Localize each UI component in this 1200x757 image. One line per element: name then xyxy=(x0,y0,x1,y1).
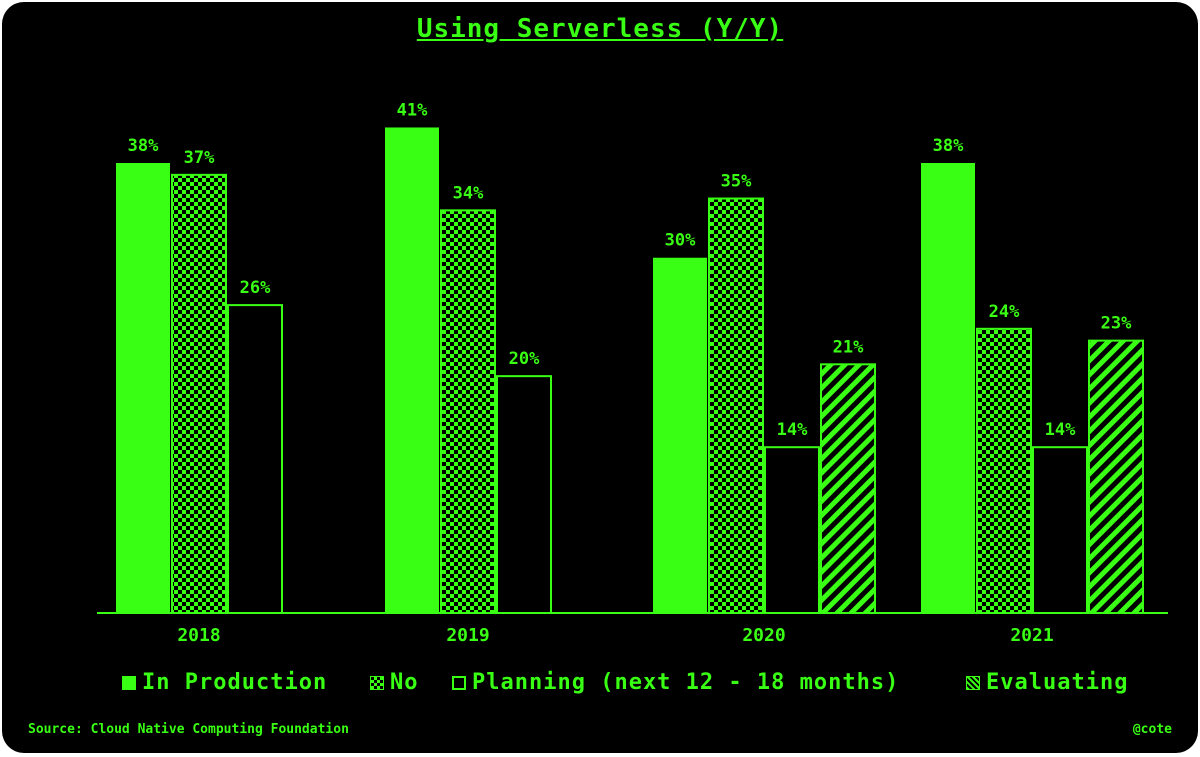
data-label-in-production-2019: 41% xyxy=(397,100,428,120)
legend-swatch-outline xyxy=(452,675,466,690)
bar-planning-2020 xyxy=(764,446,820,615)
bar-planning-2018 xyxy=(227,304,283,614)
legend-swatch-solid xyxy=(122,675,136,690)
source-note: Source: Cloud Native Computing Foundatio… xyxy=(28,722,349,737)
data-label-evaluating-2020: 21% xyxy=(833,337,864,357)
legend-label: No xyxy=(390,670,419,695)
data-label-no-2021: 24% xyxy=(989,302,1020,322)
data-label-no-2020: 35% xyxy=(721,172,752,192)
legend-label: Evaluating xyxy=(986,670,1129,695)
bar-in-production-2018 xyxy=(116,163,170,613)
bar-evaluating-2020 xyxy=(820,363,876,614)
bar-planning-2019 xyxy=(496,375,552,614)
bar-planning-2021 xyxy=(1032,446,1088,615)
bar-chart: 38% 37% 26% 2018 41% 34% 20% 2019 30% 35% 14% 21% 20… xyxy=(97,100,1168,646)
author-handle: @cote xyxy=(1132,722,1172,737)
data-label-in-production-2021: 38% xyxy=(933,136,964,156)
data-label-planning-2021: 14% xyxy=(1045,420,1076,440)
data-label-planning-2020: 14% xyxy=(777,420,808,440)
bar-no-2018 xyxy=(171,173,227,614)
legend-item-in-production: In Production xyxy=(122,670,327,695)
bar-in-production-2019 xyxy=(385,127,439,613)
bar-no-2019 xyxy=(440,209,496,615)
data-label-planning-2018: 26% xyxy=(240,278,271,298)
x-tick-label-2020: 2020 xyxy=(742,625,785,646)
bar-evaluating-2021 xyxy=(1088,339,1144,614)
bar-in-production-2020 xyxy=(653,257,707,613)
x-tick-label-2019: 2019 xyxy=(446,625,489,646)
data-label-evaluating-2021: 23% xyxy=(1101,314,1132,334)
bar-no-2020 xyxy=(708,197,764,615)
chart-title: Using Serverless (Y/Y) xyxy=(416,14,784,44)
legend-item-planning: Planning (next 12 - 18 months) xyxy=(452,670,899,695)
legend-swatch-stripes xyxy=(966,675,980,690)
data-label-in-production-2020: 30% xyxy=(665,231,696,251)
legend-item-no: No xyxy=(370,670,419,695)
data-label-planning-2019: 20% xyxy=(509,349,540,369)
x-tick-label-2018: 2018 xyxy=(177,625,220,646)
data-label-no-2019: 34% xyxy=(453,183,484,203)
data-label-in-production-2018: 38% xyxy=(128,136,159,156)
legend-item-evaluating: Evaluating xyxy=(966,670,1128,695)
legend-label: Planning (next 12 - 18 months) xyxy=(472,670,900,695)
legend-swatch-checker xyxy=(370,675,384,690)
bar-no-2021 xyxy=(976,327,1032,614)
legend-label: In Production xyxy=(142,670,328,695)
data-label-no-2018: 37% xyxy=(184,148,215,168)
x-tick-label-2021: 2021 xyxy=(1010,625,1053,646)
bar-in-production-2021 xyxy=(921,163,975,613)
